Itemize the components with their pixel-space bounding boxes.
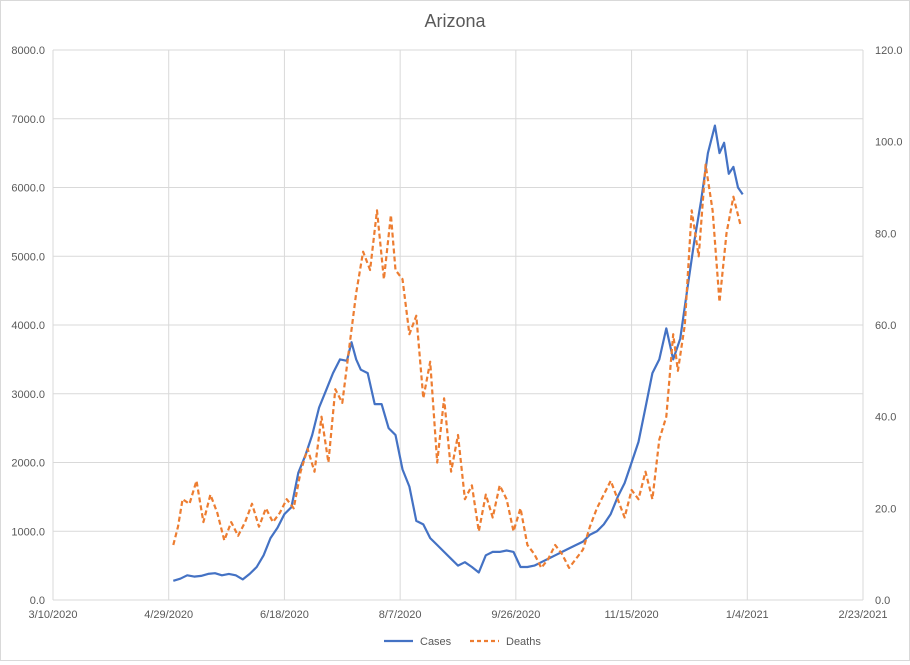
- x-tick-label: 2/23/2021: [839, 609, 888, 621]
- series-line-cases: [172, 124, 744, 582]
- y-right-tick-label: 20.0: [875, 503, 896, 515]
- x-tick-label: 1/4/2021: [726, 609, 769, 621]
- y-left-tick-label: 5000.0: [11, 251, 45, 263]
- y-right-tick-label: 100.0: [875, 137, 903, 149]
- x-tick-label: 3/10/2020: [29, 609, 78, 621]
- y-right-tick-label: 80.0: [875, 228, 896, 240]
- x-tick-label: 9/26/2020: [491, 609, 540, 621]
- x-tick-label: 8/7/2020: [379, 609, 422, 621]
- gridlines: [52, 49, 864, 601]
- axes: 0.0 1000.0 2000.0 3000.0 4000.0 5000.0 6000.0 7…: [11, 45, 902, 621]
- y-right-tick-label: 120.0: [875, 45, 903, 57]
- y-left-tick-label: 6000.0: [11, 183, 45, 195]
- chart-title: Arizona: [424, 11, 486, 31]
- y-left-tick-label: 4000.0: [11, 320, 45, 332]
- series-line-deaths: [172, 163, 742, 570]
- legend-label-deaths: Deaths: [506, 636, 541, 648]
- y-left-tick-label: 7000.0: [11, 114, 45, 126]
- legend-label-cases: Cases: [420, 636, 452, 648]
- y-right-tick-label: 60.0: [875, 320, 896, 332]
- y-left-tick-label: 8000.0: [11, 45, 45, 57]
- y-left-tick-label: 0.0: [30, 595, 45, 607]
- legend: Cases Deaths: [384, 636, 541, 648]
- x-tick-label: 11/15/2020: [604, 609, 658, 621]
- y-left-tick-label: 3000.0: [11, 389, 45, 401]
- y-right-tick-label: 40.0: [875, 412, 896, 424]
- series-lines: [172, 124, 744, 582]
- y-right-tick-label: 0.0: [875, 595, 890, 607]
- x-tick-label: 4/29/2020: [144, 609, 193, 621]
- y-left-tick-label: 1000.0: [11, 526, 45, 538]
- x-tick-label: 6/18/2020: [260, 609, 309, 621]
- y-left-tick-label: 2000.0: [11, 458, 45, 470]
